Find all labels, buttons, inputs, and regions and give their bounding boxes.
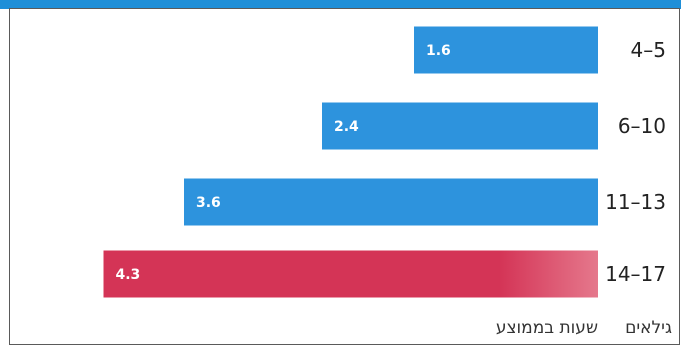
category-tick-label: 11–13 <box>605 190 666 214</box>
category-tick-label: 14–17 <box>605 262 666 286</box>
bar-2 <box>322 102 598 150</box>
bar-value-label: 3.6 <box>196 195 221 211</box>
bars-layer <box>103 26 598 298</box>
bar-1 <box>414 26 598 74</box>
chart-border <box>9 8 680 345</box>
category-axis-label: גילאים <box>625 318 672 338</box>
category-ticks-layer: 4–5 6–10 11–13 14–17 <box>605 38 666 286</box>
bar-value-label: 4.3 <box>116 267 141 283</box>
bar-3 <box>184 178 598 226</box>
header-band <box>0 0 681 9</box>
value-labels-layer: 1.6 2.4 3.6 4.3 <box>116 43 451 283</box>
bar-4 <box>103 250 598 298</box>
value-axis-label: שעות בממוצע <box>496 318 598 338</box>
bar-value-label: 2.4 <box>334 119 359 135</box>
category-tick-label: 4–5 <box>631 38 666 62</box>
bar-value-label: 1.6 <box>426 43 451 59</box>
category-tick-label: 6–10 <box>618 114 666 138</box>
